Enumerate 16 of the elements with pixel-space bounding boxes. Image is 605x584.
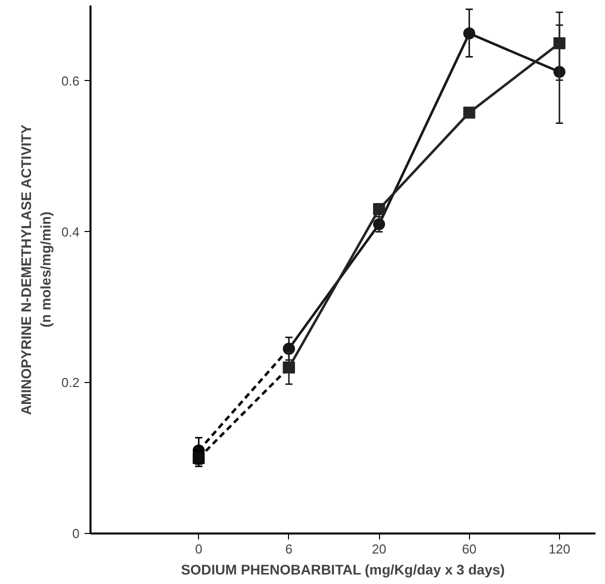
y-tick-label: 0.2	[61, 375, 80, 390]
y-tick-label: 0.4	[61, 224, 80, 240]
y-tick-label: 0	[72, 526, 80, 541]
y-tick-label: 0.6	[61, 73, 80, 88]
point	[192, 452, 205, 464]
point	[463, 106, 476, 119]
point	[373, 218, 386, 230]
y-axis-title: AMINOPYRINE N-DEMETHYLASE ACTIVITY (n moles/mg/min)	[18, 124, 54, 415]
x-tick-label: 20	[372, 542, 386, 556]
point	[463, 27, 476, 40]
x-tick-label: 120	[548, 542, 570, 556]
point	[553, 37, 566, 50]
x-tick-label: 6	[285, 542, 293, 556]
x-axis-title: SODIUM PHENOBARBITAL (mg/Kg/day x 3 days)	[180, 562, 505, 578]
x-tick-label: 0	[195, 542, 202, 556]
x-tick-label: 60	[462, 542, 476, 556]
